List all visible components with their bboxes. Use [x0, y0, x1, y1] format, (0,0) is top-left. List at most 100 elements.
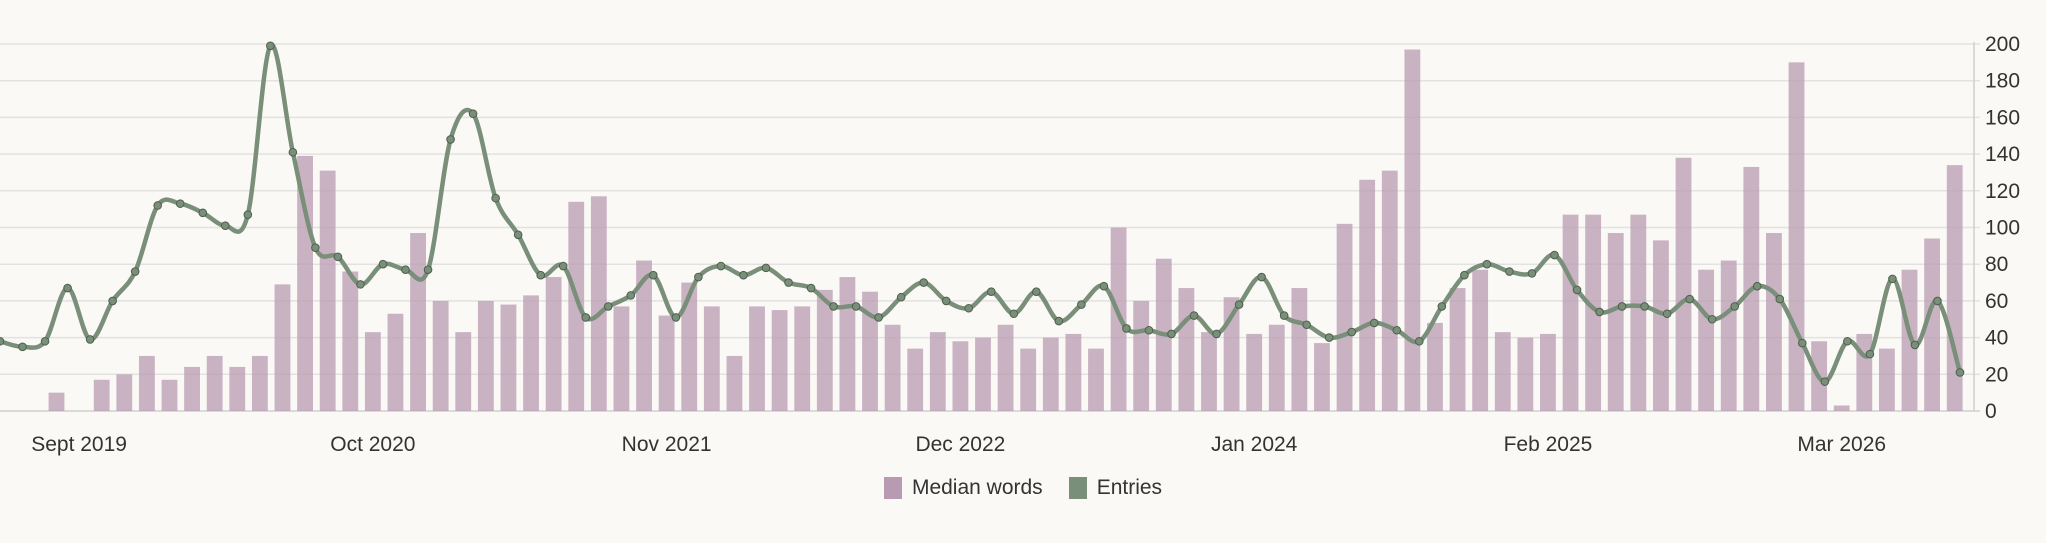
entries-point	[986, 287, 996, 297]
bar-median-words	[771, 310, 788, 411]
bar-median-words	[523, 295, 539, 411]
bar-median-words	[884, 324, 901, 411]
entries-point	[1054, 316, 1064, 326]
bar-median-words	[1856, 333, 1873, 411]
bar-median-words	[116, 374, 133, 411]
y-tick-label: 100	[1985, 217, 2020, 240]
bar-median-words	[568, 201, 585, 411]
bar-median-words	[500, 304, 517, 411]
entries-point	[1415, 336, 1424, 346]
y-tick-label: 120	[1985, 180, 2020, 203]
bar-median-words	[726, 355, 743, 411]
legend-item-median-words[interactable]: Median words	[883, 476, 1043, 500]
bar-median-words	[251, 355, 268, 411]
x-tick-label: Oct 2020	[330, 433, 415, 456]
bar-median-words	[1133, 300, 1150, 411]
entries-point	[1640, 302, 1649, 311]
entries-point	[536, 270, 545, 280]
entries-point	[1955, 368, 1965, 377]
y-tick-label: 160	[1985, 106, 2020, 129]
bar-median-words	[342, 271, 359, 411]
entries-point	[1392, 325, 1402, 335]
x-tick-label: Sept 2019	[31, 433, 127, 456]
entries-point	[694, 272, 703, 282]
bar-median-words	[1788, 62, 1805, 411]
bar-median-words	[1088, 348, 1104, 411]
legend-label-entries: Entries	[1096, 476, 1163, 499]
entries-point	[423, 265, 433, 275]
entries-point	[333, 252, 343, 262]
x-tick-label: Dec 2022	[915, 433, 1005, 456]
entries-point	[356, 280, 365, 289]
entries-point	[784, 278, 793, 287]
bar-median-words	[907, 348, 924, 411]
entries-point	[941, 296, 951, 306]
bar-median-words	[1766, 233, 1782, 411]
bar-median-words	[93, 379, 110, 411]
bar-median-words	[1314, 343, 1330, 411]
bar-median-words	[1720, 260, 1737, 411]
bar-median-words	[658, 315, 675, 411]
entries-point	[671, 313, 681, 322]
bar-median-words	[545, 277, 562, 411]
bar-median-words	[1540, 333, 1556, 411]
entries-point	[266, 41, 275, 51]
bar-median-words	[1653, 240, 1669, 411]
bar-median-words	[410, 233, 426, 411]
entries-point	[311, 243, 320, 252]
bar-median-words	[1268, 324, 1285, 411]
entries-point	[468, 109, 478, 119]
entries-point	[401, 265, 410, 275]
entries-point	[829, 302, 838, 311]
entries-point	[581, 313, 591, 322]
entries-point	[1617, 302, 1627, 311]
bar-median-words	[1065, 333, 1082, 411]
bar-median-words	[1517, 337, 1534, 411]
entries-point	[513, 230, 523, 240]
bar-median-words	[952, 341, 969, 411]
entries-point	[1910, 340, 1920, 350]
bar-median-words	[1675, 157, 1692, 411]
entries-point	[806, 283, 816, 293]
entries-point	[153, 201, 163, 210]
bar-median-words	[1607, 233, 1624, 411]
entries-point	[1212, 329, 1221, 339]
entries-point	[1167, 329, 1176, 339]
entries-point	[1324, 333, 1334, 342]
entries-point	[130, 267, 140, 276]
bar-median-words	[590, 196, 607, 411]
entries-point	[1279, 311, 1289, 320]
bar-median-words	[161, 379, 178, 411]
x-tick-label: Jan 2024	[1211, 433, 1298, 456]
bar-median-words	[1449, 288, 1466, 411]
bar-median-words	[319, 170, 336, 411]
bar-median-words	[48, 392, 65, 411]
bar-median-words	[1359, 179, 1376, 411]
bar-median-words	[387, 313, 404, 411]
y-tick-label: 40	[1985, 327, 2008, 350]
entries-point	[1685, 294, 1694, 304]
entries-point	[288, 147, 298, 157]
bar-median-words	[1630, 214, 1647, 411]
entries-point	[1369, 318, 1379, 328]
bar-median-words	[1562, 214, 1579, 411]
entries-point	[378, 259, 388, 269]
entries-point	[896, 292, 906, 302]
entries-swatch	[1068, 477, 1087, 499]
bar-median-words	[975, 337, 991, 411]
entries-point	[919, 278, 928, 287]
entries-point	[1933, 296, 1942, 306]
entries-point	[1752, 281, 1762, 291]
entries-point	[446, 135, 455, 144]
legend-item-entries[interactable]: Entries	[1068, 476, 1163, 500]
entries-point	[1843, 336, 1852, 346]
entries-point	[1595, 307, 1604, 317]
bar-median-words	[1833, 405, 1850, 411]
entries-point	[1865, 349, 1875, 359]
x-tick-label: Nov 2021	[622, 433, 712, 456]
entries-point	[1460, 270, 1469, 280]
bar-median-words	[997, 324, 1014, 411]
x-tick-label: Feb 2025	[1504, 433, 1593, 456]
entries-line	[0, 41, 1965, 386]
